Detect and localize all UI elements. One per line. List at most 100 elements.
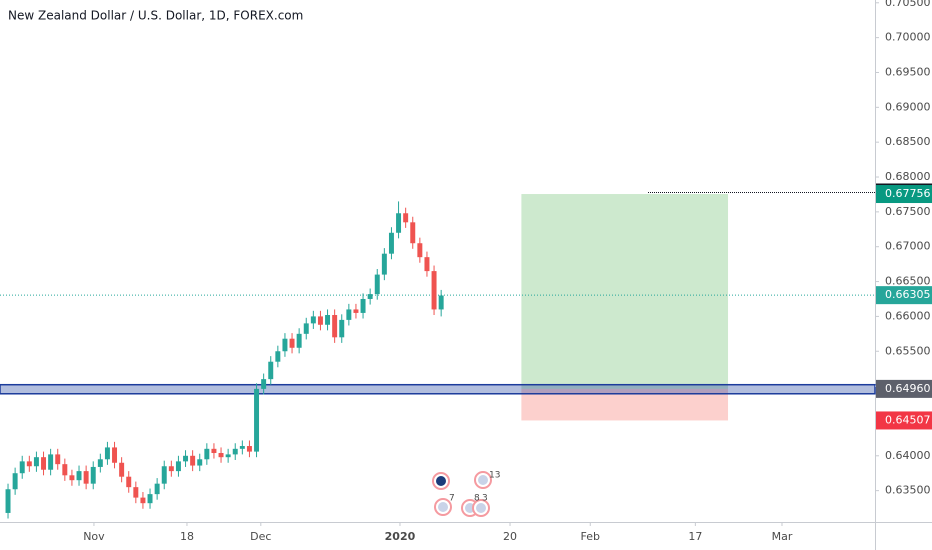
y-tick-label: 0.66500 <box>885 275 931 288</box>
candle-body <box>360 298 366 313</box>
candle-body <box>289 338 295 348</box>
candle-body <box>424 257 430 272</box>
candle-body <box>126 476 132 488</box>
candle-body <box>26 461 32 467</box>
candle-body <box>211 448 217 454</box>
candle-body <box>97 459 103 467</box>
event-count: 13 <box>489 471 500 481</box>
event-icon <box>436 476 446 486</box>
candle-body <box>76 471 82 481</box>
candle-body <box>381 253 387 275</box>
y-tick-label: 0.68000 <box>885 170 931 183</box>
candle-body <box>218 453 224 458</box>
x-tick-label: 18 <box>180 530 194 543</box>
candle-body <box>317 316 323 325</box>
x-tick-label: Feb <box>581 530 600 543</box>
candle-body <box>204 448 210 460</box>
y-tick-label: 0.66000 <box>885 309 931 322</box>
candle-body <box>147 494 153 504</box>
x-tick-label: 17 <box>688 530 702 543</box>
event-icon <box>476 503 486 513</box>
candle-body <box>254 388 260 452</box>
candle-body <box>396 213 402 233</box>
candle-body <box>232 448 238 455</box>
candle-body <box>332 315 338 338</box>
y-tick-label: 0.69500 <box>885 65 931 78</box>
candle-body <box>48 454 54 470</box>
price-badge-label: 0.64507 <box>885 413 931 426</box>
candle-body <box>175 461 181 472</box>
price-badge <box>876 185 932 204</box>
events: 13 7 8 3 <box>432 471 500 517</box>
candle-body <box>197 459 203 466</box>
candle-body <box>339 319 345 338</box>
target-zone <box>521 194 729 389</box>
support-zone <box>0 383 876 395</box>
candle-body <box>239 446 245 449</box>
chart-title: New Zealand Dollar / U.S. Dollar, 1D, FO… <box>8 9 303 23</box>
candle-body <box>325 315 331 325</box>
event-icon <box>478 475 488 485</box>
y-tick-label: 0.63500 <box>885 484 931 497</box>
candle-body <box>5 489 11 513</box>
candle-body <box>246 446 252 452</box>
candle-body <box>19 461 25 474</box>
candle-body <box>353 309 359 313</box>
candle-body <box>62 464 68 476</box>
x-tick-label: Mar <box>772 530 793 543</box>
candle-body <box>90 466 96 484</box>
candle-body <box>168 466 174 472</box>
candle-body <box>183 455 189 462</box>
candle-body <box>104 447 110 460</box>
candle-body <box>133 487 139 498</box>
y-tick-label: 0.70500 <box>885 0 931 9</box>
candle-body <box>367 294 373 299</box>
price-badge <box>876 411 932 430</box>
x-tick-label: 20 <box>503 530 517 543</box>
candle-body <box>275 351 281 362</box>
candle-body <box>403 213 409 223</box>
y-tick-label: 0.67000 <box>885 240 931 253</box>
y-tick-label: 0.65500 <box>885 344 931 357</box>
candle-body <box>112 447 118 463</box>
x-tick-label: Nov <box>83 530 105 543</box>
y-tick-label: 0.68500 <box>885 135 931 148</box>
candle-body <box>41 457 47 470</box>
y-tick-label: 0.69000 <box>885 100 931 113</box>
candle-body <box>346 309 352 320</box>
price-badge <box>876 286 932 305</box>
candle-body <box>417 243 423 258</box>
candle-body <box>161 466 167 484</box>
y-tick-label: 0.64000 <box>885 449 931 462</box>
price-badge-label: 0.67756 <box>885 187 931 200</box>
event-icon <box>438 502 448 512</box>
candle-body <box>431 271 437 310</box>
candle-body <box>296 333 302 348</box>
event-count: 8 <box>474 494 480 504</box>
candle-body <box>225 454 231 458</box>
candle-body <box>140 497 146 504</box>
y-tick-label: 0.70000 <box>885 31 931 44</box>
x-tick-label: 2020 <box>385 530 416 543</box>
candle-body <box>154 483 160 495</box>
candle-body <box>303 323 309 334</box>
price-badge <box>876 379 932 398</box>
x-tick-label: Dec <box>250 530 271 543</box>
candle-body <box>261 379 267 389</box>
event-count: 3 <box>482 494 488 504</box>
candle-body <box>69 475 75 481</box>
candle-body <box>119 462 125 477</box>
candle-body <box>310 316 316 324</box>
candle-body <box>12 473 18 490</box>
candle-body <box>388 232 394 254</box>
candle-body <box>190 455 196 466</box>
price-badge-label: 0.64960 <box>885 382 931 395</box>
candle-body <box>268 361 274 380</box>
candle-body <box>83 471 89 484</box>
event-count: 7 <box>449 494 455 504</box>
y-tick-label: 0.67500 <box>885 205 931 218</box>
candle-body <box>410 222 416 244</box>
